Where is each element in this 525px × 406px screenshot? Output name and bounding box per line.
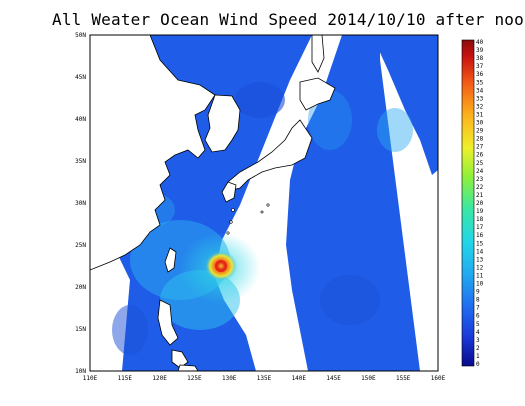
land-honshu <box>227 119 313 191</box>
colorbar-tick-label: 30 <box>476 120 484 127</box>
colorbar-tick-label: 10 <box>476 281 484 288</box>
swath-east <box>286 35 420 371</box>
colorbar-tick-label: 12 <box>476 264 484 271</box>
lat-tick-label: 50N <box>75 32 86 39</box>
colorbar-tick-label: 34 <box>476 87 484 94</box>
land-layer <box>90 35 336 371</box>
plot-frame <box>89 34 439 372</box>
colorbar-tick-label: 3 <box>476 337 480 344</box>
land-mainland <box>90 35 216 271</box>
colorbar-tick-label: 27 <box>476 144 484 151</box>
colorbar-tick-label: 19 <box>476 208 484 215</box>
lon-tick-label: 120E <box>152 375 167 382</box>
colorbar-tick-label: 14 <box>476 248 484 255</box>
colorbar-labels: 4039383736353433323130292827262524232221… <box>476 39 484 368</box>
colorbar-tick-label: 39 <box>476 47 484 54</box>
lat-tick-label: 15N <box>75 326 86 333</box>
colorbar-tick-label: 5 <box>476 321 480 328</box>
colorbar <box>461 39 475 367</box>
lon-axis: 110E 115E 120E 125E 130E 135E 140E 145E 150E 155E… <box>83 375 446 382</box>
colorbar-tick-label: 24 <box>476 168 484 175</box>
lon-tick-label: 160E <box>431 375 446 382</box>
colorbar-tick-label: 40 <box>476 39 484 46</box>
lat-tick-label: 10N <box>75 368 86 375</box>
colorbar-tick-label: 38 <box>476 55 484 62</box>
lat-tick-label: 45N <box>75 74 86 81</box>
lat-tick-label: 40N <box>75 116 86 123</box>
lon-tick-label: 130E <box>222 375 237 382</box>
colorbar-tick-label: 22 <box>476 184 484 191</box>
colorbar-tick-label: 6 <box>476 313 480 320</box>
colorbar-tick-label: 2 <box>476 345 480 352</box>
lat-tick-label: 30N <box>75 200 86 207</box>
colorbar-tick-label: 8 <box>476 297 480 304</box>
lon-tick-label: 155E <box>396 375 411 382</box>
colorbar-tick-label: 7 <box>476 305 480 312</box>
lat-axis: 50N 45N 40N 35N 30N 25N 20N 15N 10N <box>75 32 86 375</box>
colorbar-tick-label: 1 <box>476 353 480 360</box>
colorbar-tick-label: 16 <box>476 232 484 239</box>
colorbar-tick-label: 26 <box>476 152 484 159</box>
lat-tick-label: 35N <box>75 158 86 165</box>
colorbar-tick-label: 0 <box>476 361 480 368</box>
colorbar-tick-label: 29 <box>476 128 484 135</box>
lon-tick-label: 145E <box>326 375 341 382</box>
colorbar-tick-label: 35 <box>476 79 484 86</box>
colorbar-tick-label: 23 <box>476 176 484 183</box>
colorbar-tick-label: 13 <box>476 256 484 263</box>
land-sakhalin <box>311 35 325 73</box>
lat-tick-label: 25N <box>75 242 86 249</box>
colorbar-tick-label: 31 <box>476 111 484 118</box>
lon-tick-label: 140E <box>292 375 307 382</box>
typhoon-marker <box>205 251 237 281</box>
lat-tick-label: 20N <box>75 284 86 291</box>
colorbar-tick-label: 20 <box>476 200 484 207</box>
lon-tick-label: 115E <box>118 375 133 382</box>
colorbar-tick-label: 33 <box>476 95 484 102</box>
colorbar-tick-label: 4 <box>476 329 480 336</box>
colorbar-tick-label: 37 <box>476 63 484 70</box>
colorbar-tick-label: 21 <box>476 192 484 199</box>
land-hokkaido <box>299 77 336 111</box>
swath-far-east <box>372 35 438 175</box>
colorbar-tick-label: 25 <box>476 160 484 167</box>
land-korea <box>204 94 241 153</box>
island-dots <box>226 203 270 235</box>
map-title: All Weater Ocean Wind Speed 2014/10/10 a… <box>52 10 525 29</box>
colorbar-tick-label: 15 <box>476 240 484 247</box>
land-luzon <box>157 299 179 346</box>
colorbar-tick-label: 28 <box>476 136 484 143</box>
colorbar-tick-label: 11 <box>476 272 484 279</box>
colorbar-tick-label: 36 <box>476 71 484 78</box>
colorbar-tick-label: 32 <box>476 103 484 110</box>
lon-tick-label: 125E <box>187 375 202 382</box>
lon-tick-label: 150E <box>361 375 376 382</box>
colorbar-tick-label: 9 <box>476 289 480 296</box>
colorbar-tick-label: 17 <box>476 224 484 231</box>
land-mindanao <box>177 364 199 371</box>
lon-tick-label: 110E <box>83 375 98 382</box>
land-kyushu <box>221 181 237 203</box>
land-taiwan <box>164 247 177 273</box>
colorbar-tick-label: 18 <box>476 216 484 223</box>
lon-tick-label: 135E <box>257 375 272 382</box>
